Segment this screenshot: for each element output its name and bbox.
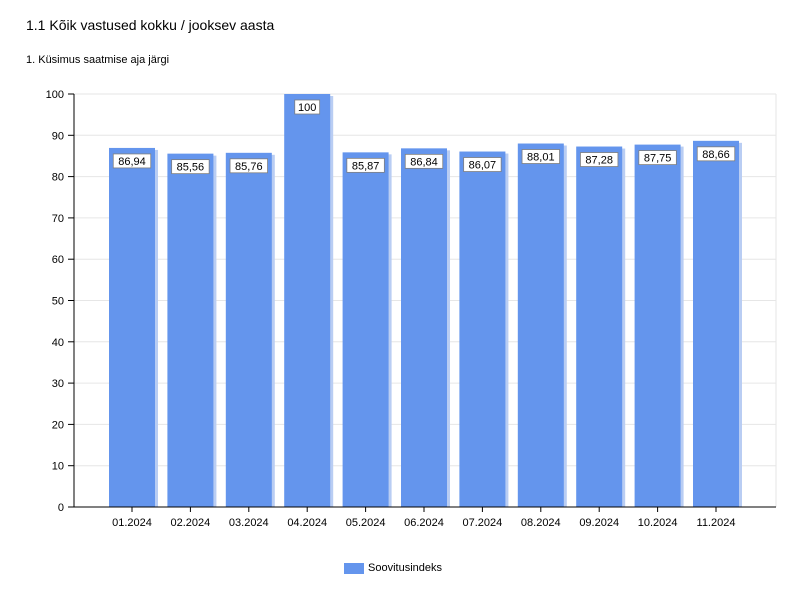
x-tick-label: 06.2024 [404,517,444,529]
legend-swatch [344,562,364,574]
bar [284,94,331,507]
bar [167,153,214,507]
x-tick-label: 05.2024 [346,517,386,529]
y-tick-label: 60 [52,254,64,266]
chart-subtitle: 1. Küsimus saatmise aja järgi [26,54,170,66]
data-label-box [294,99,321,115]
legend-label: Soovitusindeks [368,562,442,574]
data-label: 86,84 [410,156,438,168]
data-label-box [229,158,268,174]
y-tick-label: 0 [58,502,64,514]
x-tick-label: 04.2024 [287,517,327,529]
chart-title: 1.1 Kõik vastused kokku / jooksev aasta [26,17,275,33]
y-tick-label: 40 [52,337,64,349]
data-label: 88,66 [702,149,730,161]
x-tick-label: 08.2024 [521,517,561,529]
bar [459,151,506,508]
x-tick-label: 03.2024 [229,517,269,529]
data-label: 85,87 [352,160,380,172]
y-tick-label: 30 [52,378,64,390]
data-label-box [112,153,152,169]
data-label-box [171,159,210,175]
x-tick-label: 11.2024 [697,517,736,529]
bar [342,152,389,507]
x-tick-label: 01.2024 [112,517,152,529]
bar [634,144,681,507]
y-tick-label: 20 [52,419,64,431]
data-label: 100 [298,102,316,114]
data-label-box [521,149,560,164]
bar [401,148,447,507]
data-label-box [346,157,385,173]
data-label: 85,56 [177,162,205,174]
data-label: 86,94 [118,156,146,168]
x-tick-label: 07.2024 [463,517,503,529]
data-label: 87,28 [585,155,613,167]
data-label: 87,75 [644,153,672,165]
y-tick-label: 10 [52,461,64,473]
data-label: 85,76 [235,161,263,173]
data-label: 88,01 [527,152,555,164]
data-label-box [696,146,736,162]
bar [576,146,623,507]
data-label-box [580,152,619,167]
data-label: 86,07 [469,160,497,172]
y-tick-label: 100 [46,89,64,101]
bar [225,152,272,507]
bar [109,147,155,507]
y-tick-label: 80 [52,172,64,184]
data-label-box [463,157,502,172]
y-tick-label: 50 [52,296,64,308]
bar [693,140,739,507]
x-tick-label: 10.2024 [638,517,678,529]
x-tick-label: 09.2024 [579,517,619,529]
data-label-box [404,153,444,169]
legend: Soovitusindeks [344,562,442,574]
y-tick-label: 90 [52,130,64,142]
y-tick-label: 70 [52,213,64,225]
x-tick-label: 02.2024 [171,517,211,529]
data-label-box [638,150,677,165]
bar [517,143,564,507]
